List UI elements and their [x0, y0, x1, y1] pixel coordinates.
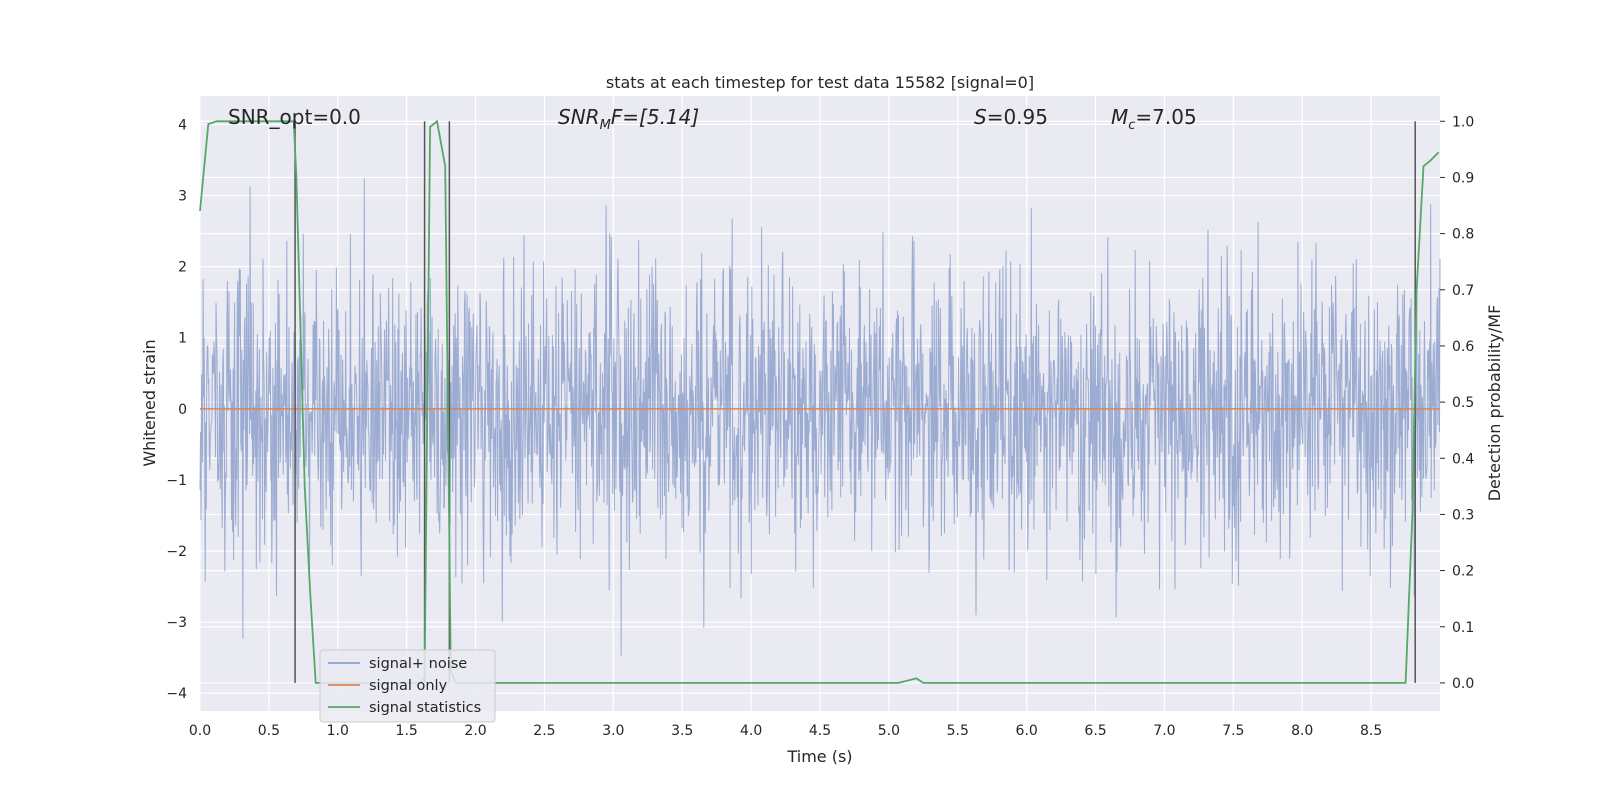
y-axis-label: Whitened strain: [140, 339, 159, 466]
y-right-tick-label: 1.0: [1452, 114, 1474, 130]
y-right-tick-label: 0.0: [1452, 676, 1474, 692]
annotation-snr-opt: SNR_opt=0.0: [228, 105, 361, 129]
annotation-snr-mf: SNRMF=[5.14]: [558, 105, 699, 133]
y-right-tick-label: 0.9: [1452, 170, 1474, 186]
tick-labels: 0.0 0.5 1.0 1.5 2.0 2.5 3.0 3.5 4.0 4.5 5.0 5.5 6.0 6…: [166, 114, 1474, 739]
x-tick-label: 1.0: [327, 723, 349, 739]
y-tick-label: −1: [166, 473, 187, 489]
x-tick-label: 2.0: [464, 723, 486, 739]
annotations: SNR_opt=0.0 SNRMF=[5.14] S=0.95 Mc=7.05: [228, 105, 1197, 133]
legend-label-noise: signal+ noise: [369, 656, 467, 672]
y-tick-label: 2: [178, 260, 187, 276]
x-tick-label: 4.0: [740, 723, 762, 739]
legend: signal+ noise signal only signal statist…: [319, 649, 496, 723]
y-axis-label-right: Detection probability/MF: [1485, 305, 1504, 502]
stats-series: [199, 119, 1440, 684]
y-tick-label: −2: [166, 544, 187, 560]
y-tick-label: 0: [178, 402, 187, 418]
legend-box: [319, 649, 496, 723]
y-tick-label: 3: [178, 189, 187, 205]
x-tick-label: 0.0: [189, 723, 211, 739]
legend-label-stats: signal statistics: [369, 700, 481, 716]
y-tick-label: 4: [178, 117, 187, 133]
x-tick-label: 4.5: [809, 723, 831, 739]
x-tick-label: 6.5: [1084, 723, 1106, 739]
y-right-tick-label: 0.6: [1452, 339, 1474, 355]
x-tick-label: 6.0: [1016, 723, 1038, 739]
x-tick-label: 5.5: [947, 723, 969, 739]
y-right-tick-label: 0.7: [1452, 283, 1474, 299]
y-right-tick-label: 0.5: [1452, 395, 1474, 411]
x-tick-label: 8.0: [1291, 723, 1313, 739]
x-tick-label: 3.0: [602, 723, 624, 739]
x-tick-label: 7.5: [1222, 723, 1244, 739]
x-tick-label: 2.5: [533, 723, 555, 739]
annotation-mc: Mc=7.05: [1111, 105, 1197, 133]
annotation-s: S=0.95: [974, 105, 1048, 129]
y-right-tick-label: 0.2: [1452, 564, 1474, 580]
x-tick-label: 8.5: [1360, 723, 1382, 739]
y-right-tick-label: 0.1: [1452, 620, 1474, 636]
y-right-tick-label: 0.8: [1452, 227, 1474, 243]
chart-title: stats at each timestep for test data 155…: [606, 73, 1034, 92]
x-tick-label: 1.5: [396, 723, 418, 739]
y-right-tick-label: 0.4: [1452, 451, 1474, 467]
stats-line: [199, 119, 1440, 684]
y-tick-label: 1: [178, 331, 187, 347]
x-tick-label: 3.5: [671, 723, 693, 739]
x-tick-label: 0.5: [258, 723, 280, 739]
y-tick-label: −3: [166, 615, 187, 631]
y-tick-label: −4: [166, 686, 187, 702]
x-tick-label: 7.0: [1153, 723, 1175, 739]
x-tick-label: 5.0: [878, 723, 900, 739]
x-axis-label: Time (s): [786, 747, 852, 766]
y-right-tick-label: 0.3: [1452, 507, 1474, 523]
legend-label-signal: signal only: [369, 678, 448, 694]
